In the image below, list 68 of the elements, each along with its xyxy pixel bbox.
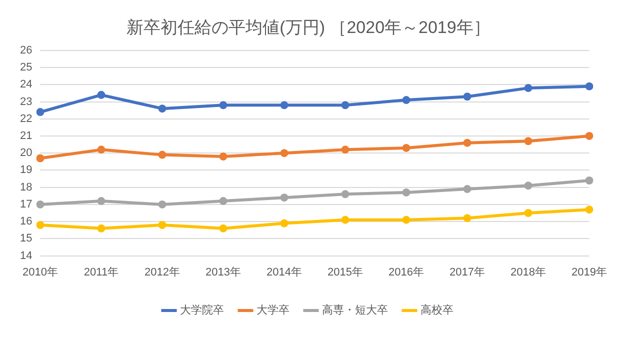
point xyxy=(219,224,228,232)
point xyxy=(402,188,410,196)
point xyxy=(219,152,228,161)
legend-label: 大学卒 xyxy=(256,304,290,317)
point xyxy=(280,149,288,158)
point xyxy=(524,209,532,218)
x-tick-label: 2018年 xyxy=(510,266,546,278)
legend-label: 高専・短大卒 xyxy=(322,304,388,317)
x-tick-label: 2016年 xyxy=(388,266,424,278)
point xyxy=(402,216,410,224)
y-tick-label: 23 xyxy=(20,96,32,108)
point xyxy=(280,101,288,110)
x-tick-label: 2017年 xyxy=(450,266,485,278)
x-tick-label: 2013年 xyxy=(206,266,241,278)
y-tick-label: 14 xyxy=(20,250,32,262)
point xyxy=(97,224,106,232)
x-tick-label: 2012年 xyxy=(144,266,180,278)
y-tick-label: 25 xyxy=(20,62,32,74)
point xyxy=(341,101,350,110)
y-tick-label: 22 xyxy=(20,112,32,125)
point xyxy=(524,84,532,92)
point xyxy=(463,214,472,222)
point xyxy=(97,146,106,154)
point xyxy=(341,190,350,198)
x-tick-label: 2014年 xyxy=(266,266,302,278)
point xyxy=(341,216,350,224)
point xyxy=(585,206,594,214)
point xyxy=(463,138,472,147)
y-tick-label: 16 xyxy=(20,216,32,228)
point xyxy=(463,92,472,101)
y-tick-label: 18 xyxy=(20,181,32,194)
legend-label: 高校卒 xyxy=(420,304,454,317)
point xyxy=(158,150,166,159)
point xyxy=(36,154,44,162)
y-tick-label: 24 xyxy=(20,78,32,91)
legend-label: 大学院卒 xyxy=(180,304,224,317)
y-tick-label: 21 xyxy=(20,130,32,142)
y-tick-label: 20 xyxy=(20,147,32,160)
point xyxy=(158,220,166,229)
y-tick-label: 15 xyxy=(20,232,32,245)
x-tick-label: 2010年 xyxy=(22,266,58,278)
point xyxy=(341,146,350,154)
point xyxy=(280,194,288,202)
point xyxy=(524,182,532,190)
point xyxy=(36,220,44,229)
point xyxy=(585,82,594,90)
point xyxy=(402,96,410,104)
x-tick-label: 2011年 xyxy=(84,266,119,278)
point xyxy=(585,176,594,184)
point xyxy=(219,197,228,206)
point xyxy=(36,200,44,208)
y-tick-label: 26 xyxy=(20,44,32,56)
point xyxy=(524,137,532,146)
y-tick-label: 17 xyxy=(20,198,32,210)
point xyxy=(219,101,228,110)
point xyxy=(97,90,106,99)
point xyxy=(402,144,410,152)
point xyxy=(158,200,166,208)
x-tick-label: 2019年 xyxy=(572,266,608,278)
point xyxy=(463,185,472,194)
point xyxy=(97,197,106,206)
x-tick-label: 2015年 xyxy=(328,266,363,278)
point xyxy=(280,219,288,228)
point xyxy=(36,108,44,116)
point xyxy=(585,132,594,140)
point xyxy=(158,104,166,113)
y-tick-label: 19 xyxy=(20,164,32,176)
chart-title: 新卒初任給の平均値(万円) ［2020年～2019年］ xyxy=(126,18,490,37)
